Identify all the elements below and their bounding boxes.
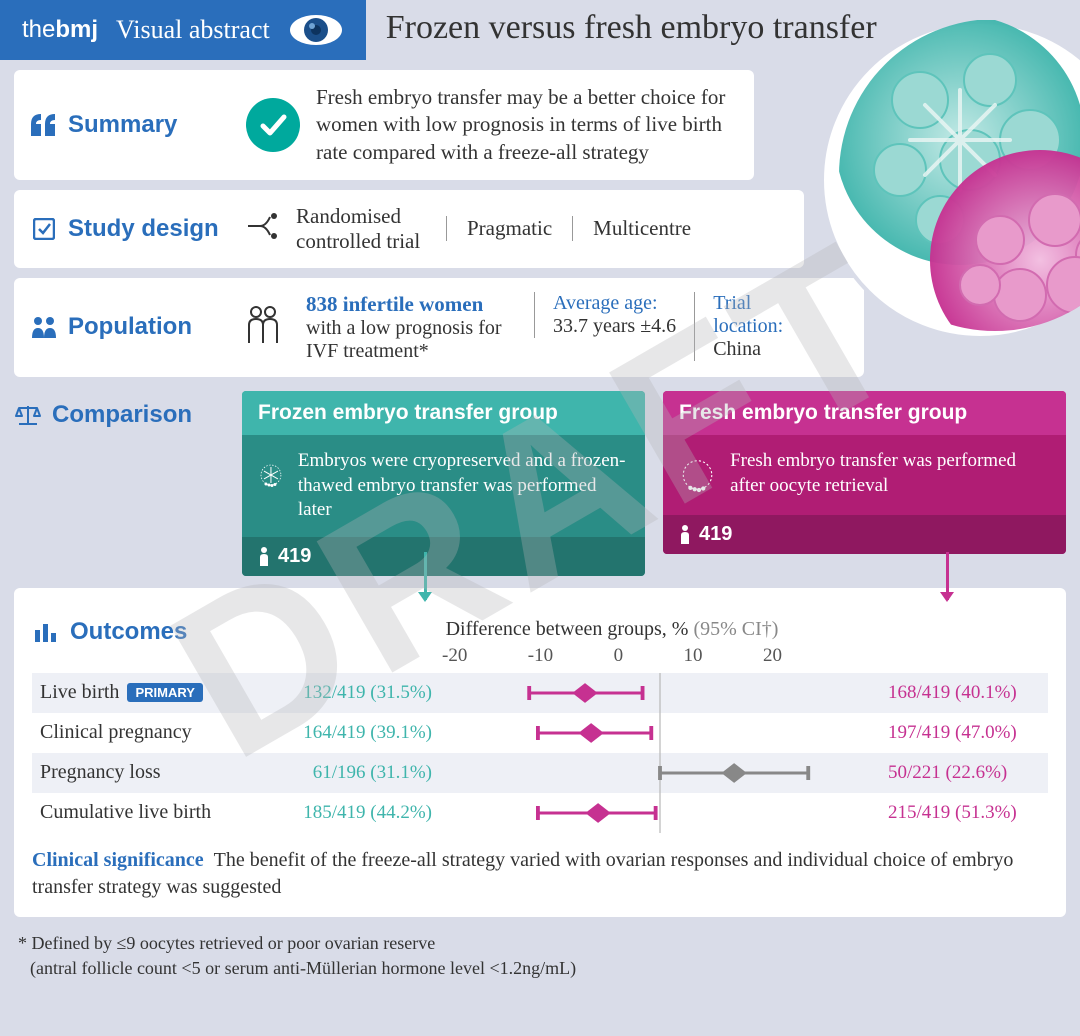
forest-axis-label: Difference between groups, % (95% CI†) — [442, 618, 782, 641]
forest-plot — [442, 753, 878, 793]
outcome-fresh-value: 215/419 (51.3%) — [878, 802, 1048, 824]
summary-card: Summary Fresh embryo transfer may be a b… — [14, 70, 754, 180]
outcome-fresh-value: 168/419 (40.1%) — [878, 682, 1048, 704]
outcomes-card: .arrow-down[data-name="arrow-frozen"]::a… — [14, 588, 1066, 917]
forest-plot — [442, 793, 878, 833]
two-people-icon — [246, 305, 280, 350]
pencil-icon — [30, 218, 58, 240]
snowflake-icon — [258, 449, 284, 501]
pop-age: Average age: 33.7 years ±4.6 — [534, 292, 694, 338]
fresh-desc: Fresh embryo transfer was performed afte… — [730, 449, 1050, 498]
check-icon — [246, 98, 300, 152]
frozen-n: 419 — [242, 537, 645, 576]
visual-abstract-label: Visual abstract — [116, 15, 270, 45]
forest-ticks: -20-1001020 — [442, 645, 782, 667]
fresh-group-box: Fresh embryo transfer group Fresh embryo… — [663, 391, 1066, 554]
summary-label: Summary — [30, 111, 230, 139]
bmj-badge: thebmj Visual abstract — [0, 0, 366, 60]
population-card: Population 838 infertile women with a lo… — [14, 278, 864, 377]
summary-text: Fresh embryo transfer may be a better ch… — [316, 84, 738, 166]
forest-plot — [442, 673, 878, 713]
forest-plot — [442, 713, 878, 753]
forest-row: Pregnancy loss 61/196 (31.1%) 50/221 (22… — [32, 753, 1048, 793]
frozen-title: Frozen embryo transfer group — [242, 391, 645, 435]
forest-row: Cumulative live birth 185/419 (44.2%) 21… — [32, 793, 1048, 833]
outcome-name: Cumulative live birth — [32, 801, 272, 824]
study-design-label: Study design — [30, 215, 230, 243]
primary-badge: PRIMARY — [127, 683, 202, 702]
comparison-label: Comparison — [14, 401, 224, 429]
population-label: Population — [30, 313, 230, 341]
outcome-name: Live birth PRIMARY — [32, 681, 272, 704]
embryo-circle-icon — [679, 449, 716, 501]
quote-icon — [30, 114, 58, 136]
page-title: Frozen versus fresh embryo transfer — [366, 0, 1080, 60]
outcomes-label: Outcomes — [32, 618, 272, 646]
arrow-frozen — [424, 552, 427, 600]
person-icon — [258, 546, 270, 566]
sd-item: Randomised controlled trial — [296, 204, 446, 254]
frozen-group-box: Frozen embryo transfer group Embryos wer… — [242, 391, 645, 576]
arrow-fresh — [946, 552, 949, 600]
clinical-significance: Clinical significance The benefit of the… — [32, 847, 1048, 901]
fresh-n: 419 — [663, 515, 1066, 554]
outcome-frozen-value: 61/196 (31.1%) — [272, 762, 442, 784]
study-design-card: Study design Randomised controlled trial… — [14, 190, 804, 268]
forest-row: Clinical pregnancy 164/419 (39.1%) 197/4… — [32, 713, 1048, 753]
population-items: 838 infertile women with a low prognosis… — [296, 292, 821, 363]
pop-location: Trial location: China — [694, 292, 821, 361]
sd-item: Multicentre — [572, 216, 711, 241]
outcome-frozen-value: 164/419 (39.1%) — [272, 722, 442, 744]
study-design-items: Randomised controlled trial Pragmatic Mu… — [296, 204, 711, 254]
branch-icon — [246, 211, 280, 246]
outcome-frozen-value: 185/419 (44.2%) — [272, 802, 442, 824]
bmj-logo: thebmj — [22, 16, 98, 44]
footnote: * Defined by ≤9 oocytes retrieved or poo… — [0, 917, 1080, 999]
bar-chart-icon — [32, 622, 60, 642]
comparison-row: Comparison Frozen embryo transfer group … — [14, 391, 1066, 576]
forest-rows: Live birth PRIMARY 132/419 (31.5%) 168/4… — [32, 673, 1048, 833]
outcome-fresh-value: 197/419 (47.0%) — [878, 722, 1048, 744]
forest-row: Live birth PRIMARY 132/419 (31.5%) 168/4… — [32, 673, 1048, 713]
outcome-frozen-value: 132/419 (31.5%) — [272, 682, 442, 704]
outcome-fresh-value: 50/221 (22.6%) — [878, 762, 1048, 784]
frozen-desc: Embryos were cryopreserved and a frozen-… — [298, 449, 629, 523]
outcome-name: Pregnancy loss — [32, 761, 272, 784]
people-icon — [30, 316, 58, 338]
header: thebmj Visual abstract Frozen versus fre… — [0, 0, 1080, 60]
scales-icon — [14, 404, 42, 426]
outcome-name: Clinical pregnancy — [32, 721, 272, 744]
sd-item: Pragmatic — [446, 216, 572, 241]
eye-icon — [288, 12, 344, 48]
fresh-title: Fresh embryo transfer group — [663, 391, 1066, 435]
pop-main: 838 infertile women with a low prognosis… — [296, 292, 534, 363]
person-icon — [679, 524, 691, 544]
